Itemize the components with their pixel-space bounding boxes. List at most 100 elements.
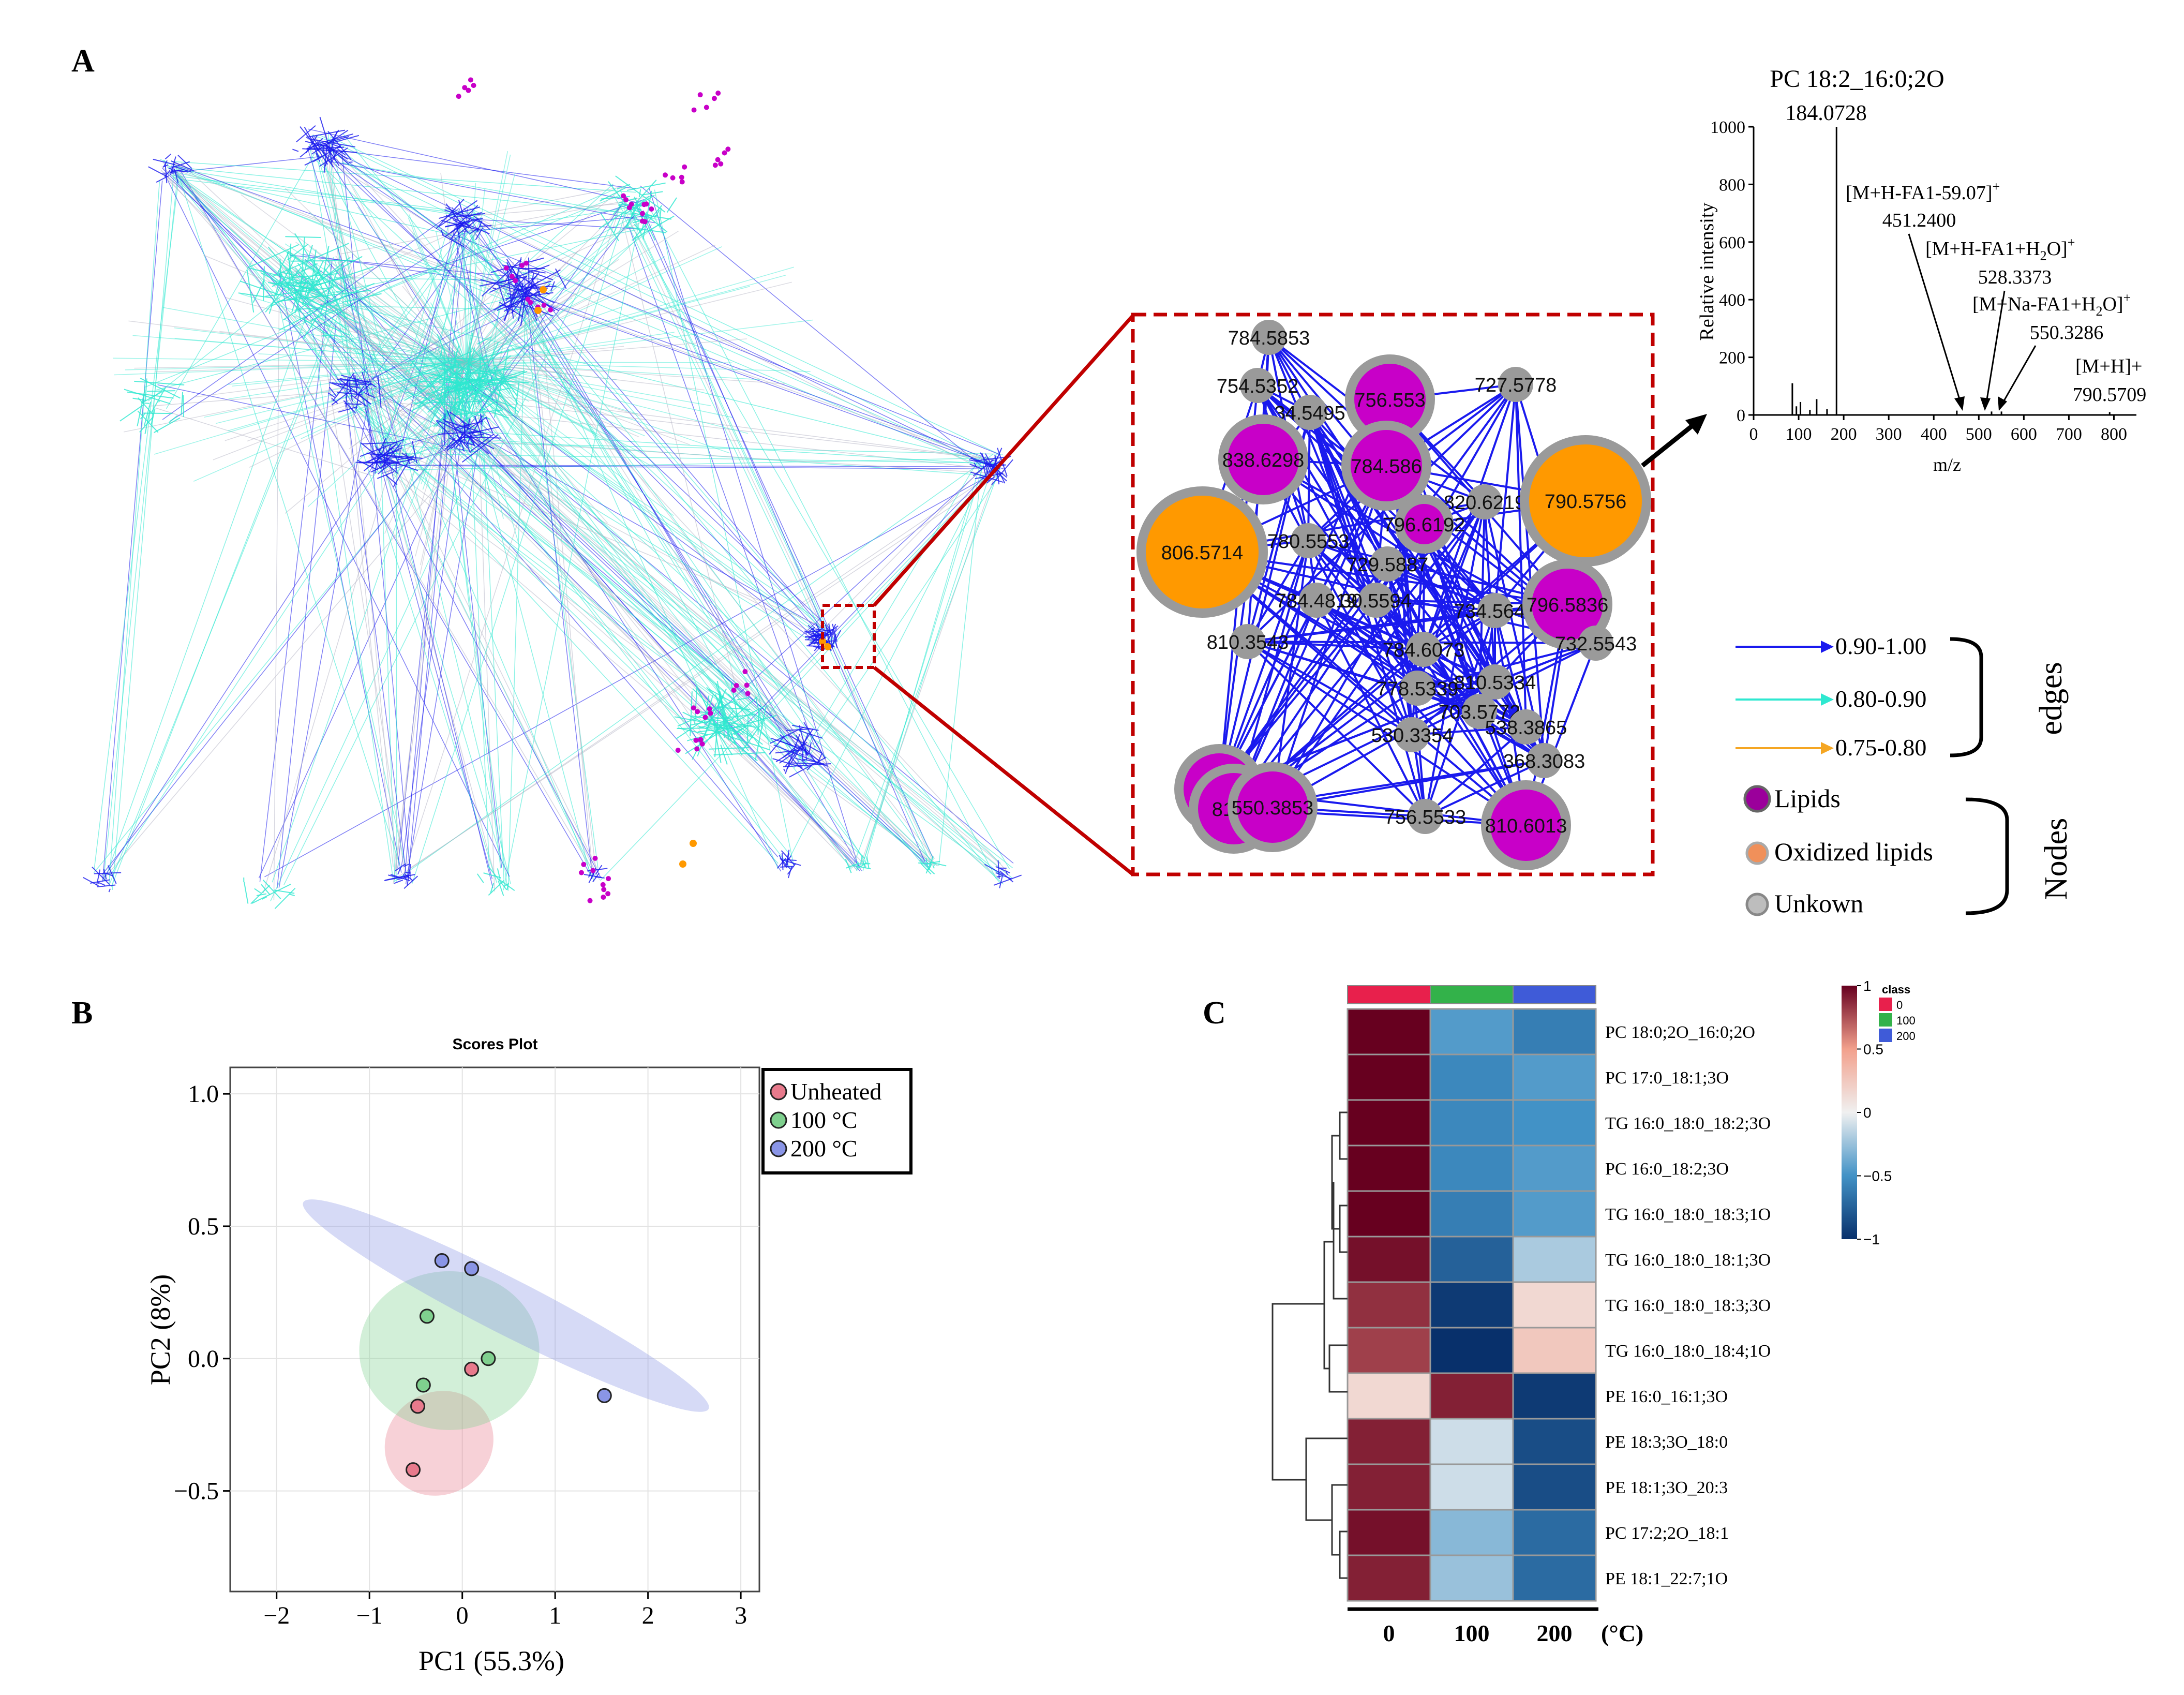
network-edge (355, 295, 518, 407)
network-edge (463, 422, 855, 868)
network-edge (140, 378, 181, 399)
network-edge (454, 234, 1000, 455)
network-edge (997, 860, 1000, 879)
network-edge (517, 280, 551, 291)
network-edge (333, 257, 595, 882)
network-edge (272, 392, 443, 883)
network-edge (467, 444, 471, 453)
network-edge (456, 229, 936, 867)
network-edge (127, 391, 174, 399)
network-edge (465, 362, 491, 498)
network-edge (720, 692, 730, 736)
lipid-node (623, 197, 629, 203)
network-edge (278, 402, 369, 888)
network-edge (377, 376, 382, 408)
network-edge (398, 237, 456, 469)
network-edge (283, 205, 621, 885)
network-edge (279, 281, 322, 286)
network-edge (509, 216, 654, 284)
zoom-connector-bottom (873, 666, 1134, 876)
network-edge (832, 623, 838, 642)
network-edge (444, 220, 466, 237)
network-edge (500, 287, 1004, 470)
network-edge (168, 161, 190, 170)
network-edge (160, 170, 347, 379)
network-edge (109, 306, 342, 884)
network-edge (429, 357, 460, 409)
spectrum-y-tick-label: 0 (1737, 406, 1745, 425)
network-edge (181, 392, 184, 415)
lipid-node (722, 150, 727, 156)
network-edge (307, 138, 355, 147)
network-edge (796, 735, 809, 755)
network-edge (358, 329, 466, 363)
network-edge (474, 415, 483, 438)
network-edge (492, 287, 497, 290)
network-edge (352, 185, 466, 363)
heatmap-cell (1429, 1509, 1514, 1556)
network-edge (481, 408, 510, 419)
network-edge (543, 267, 1001, 470)
network-edge (465, 266, 795, 363)
network-edge (390, 216, 638, 454)
heatmap-cell (1347, 1099, 1431, 1147)
network-edge (462, 399, 498, 423)
network-edge (307, 286, 311, 289)
network-edge (459, 270, 513, 436)
network-edge (125, 362, 466, 370)
network-edge (465, 306, 622, 363)
network-edge (473, 203, 618, 216)
network-edge (694, 687, 698, 724)
ion-arrow-2 (1985, 290, 2006, 403)
network-edge (148, 166, 167, 177)
network-edge (322, 152, 831, 630)
network-edge (101, 421, 463, 876)
network-edge (988, 463, 998, 466)
network-edge (177, 155, 192, 169)
network-edge (395, 863, 406, 871)
network-edge (179, 174, 352, 398)
network-edge (103, 442, 388, 879)
network-edge (183, 395, 184, 418)
zoom-edge (1247, 641, 1424, 650)
spectrum-y-axis-label: Relative intensity (1696, 202, 1718, 340)
zoom-node-unknown: 754.5352 (1217, 368, 1298, 403)
zoom-edge (1262, 458, 1496, 612)
network-edge (285, 188, 466, 363)
network-edge (305, 282, 309, 295)
network-edge (487, 383, 494, 386)
network-edge (466, 419, 471, 432)
network-edge (815, 622, 821, 632)
network-edge (817, 468, 983, 636)
network-edge (469, 235, 816, 744)
network-edge (789, 756, 827, 778)
zoom-edge (1268, 337, 1377, 601)
class-bar-cell (1347, 985, 1431, 1004)
heatmap-column-label: 200 (1537, 1620, 1573, 1646)
network-edge (812, 630, 818, 640)
network-edge (458, 430, 988, 465)
network-edge (455, 436, 792, 870)
zoom-edge (1417, 642, 1596, 689)
network-edge (677, 727, 709, 736)
zoom-node-label: 756.553 (1354, 390, 1425, 411)
network-edge (445, 356, 715, 753)
spectrum-base-peak-label: 184.0728 (1785, 101, 1867, 125)
network-edge (465, 246, 723, 363)
network-edge (592, 872, 600, 883)
network-edge (969, 464, 983, 470)
network-edge (430, 302, 466, 363)
nodes-brace (1965, 797, 2009, 915)
network-edge (369, 381, 779, 857)
network-edge (98, 882, 106, 886)
zoom-node-circle (1508, 709, 1544, 745)
network-edge (854, 865, 871, 870)
class-legend-label: 100 (1896, 1014, 1916, 1027)
edge-legend-mid: 0.80-0.90 (1835, 686, 1926, 712)
network-edge (139, 417, 154, 433)
network-edge (480, 435, 830, 634)
network-edge (96, 869, 101, 886)
network-edge (394, 469, 600, 881)
network-edge (384, 249, 466, 363)
spectrum-y-tick-label: 200 (1719, 349, 1745, 368)
